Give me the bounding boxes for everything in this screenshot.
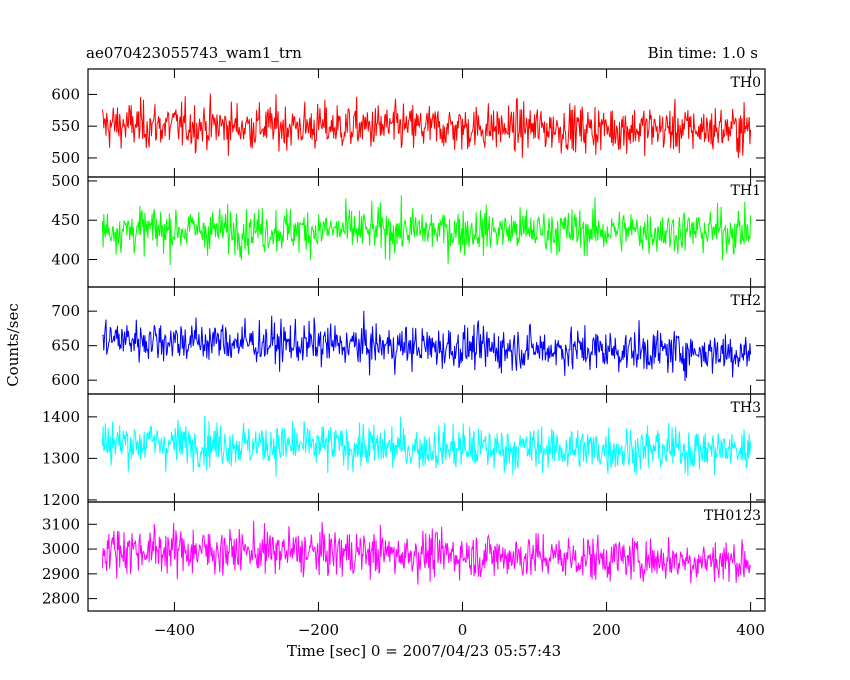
y-tick-label: 2900: [42, 565, 80, 583]
y-tick-label: 3100: [42, 515, 80, 533]
y-tick-label: 400: [51, 251, 80, 269]
series-th1: [101, 195, 752, 266]
y-tick-label: 500: [51, 149, 80, 167]
y-tick-label: 450: [51, 211, 80, 229]
y-tick-label: 550: [51, 117, 80, 135]
y-tick-label: 1300: [42, 449, 80, 467]
y-tick-label: 600: [51, 85, 80, 103]
panel-label: TH2: [731, 293, 761, 309]
y-tick-label: 700: [51, 302, 80, 320]
bin-time-label: Bin time: 1.0 s: [647, 44, 758, 62]
y-tick-label: 2800: [42, 590, 80, 608]
panel-th0: 500 550 600 TH0: [51, 68, 766, 178]
x-tick-label: 400: [736, 621, 765, 639]
series-th0123: [101, 520, 752, 585]
chart-title: ae070423055743_wam1_trn: [86, 44, 302, 62]
panel-label: TH3: [731, 400, 761, 416]
y-tick-label: 600: [51, 371, 80, 389]
panels-group: 500 550 600 TH0 400 450 500 TH1 600 650 700 TH2 1200…: [42, 68, 766, 612]
y-axis-label: Counts/sec: [4, 303, 22, 387]
y-tick-label: 1400: [42, 408, 80, 426]
y-tick-label: 650: [51, 337, 80, 355]
y-tick-label: 500: [51, 172, 80, 190]
panel-th2: 600 650 700 TH2: [51, 286, 766, 395]
panel-label: TH0123: [704, 508, 761, 524]
x-axis-label: Time [sec] 0 = 2007/04/23 05:57:43: [287, 642, 561, 660]
panel-label: TH1: [731, 183, 761, 199]
y-tick-label: 1200: [42, 491, 80, 509]
x-tick-label: 200: [592, 621, 621, 639]
panel-label: TH0: [731, 75, 761, 91]
series-th0: [101, 93, 752, 158]
series-th3: [101, 415, 752, 477]
x-axis: −400 −200 0 200 400: [154, 69, 765, 639]
x-tick-label: −400: [154, 621, 195, 639]
panel-th0123: 2800 2900 3000 3100 TH0123: [42, 501, 766, 612]
y-tick-label: 3000: [42, 540, 80, 558]
panel-th1: 400 450 500 TH1: [51, 172, 766, 288]
panel-th3: 1200 1300 1400 TH3: [42, 393, 766, 509]
panel-frame: [87, 501, 766, 612]
series-th2: [102, 310, 752, 382]
x-tick-label: 0: [458, 621, 468, 639]
x-tick-label: −200: [298, 621, 339, 639]
